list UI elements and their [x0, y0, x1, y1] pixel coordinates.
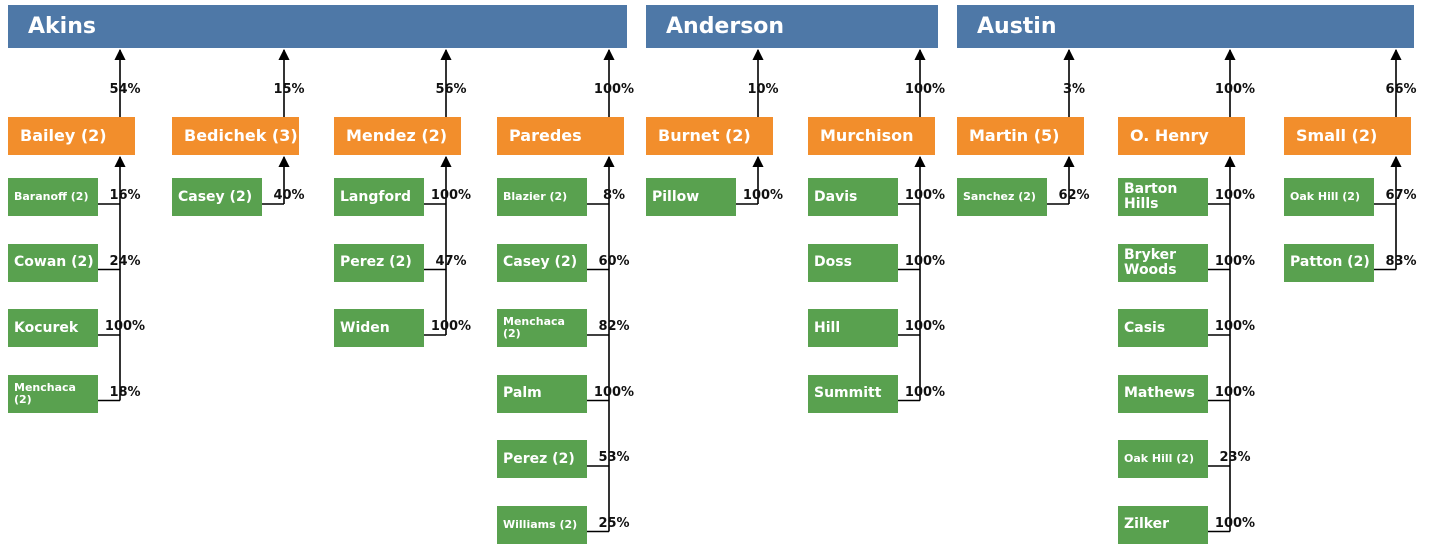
elementary-percent: 100%: [904, 319, 946, 334]
elementary-school: Casey (2): [497, 243, 587, 282]
middle-school-percent: 54%: [109, 82, 141, 97]
elementary-percent: 100%: [904, 253, 946, 269]
elementary-school: Menchaca (2): [497, 309, 587, 347]
elementary-school: Doss: [808, 243, 898, 282]
elementary-percent: 40%: [273, 188, 305, 203]
elementary-percent: 47%: [435, 253, 467, 269]
elementary-percent: 100%: [1214, 384, 1256, 400]
elementary-percent: 100%: [430, 188, 472, 203]
middle-school-percent: 56%: [435, 82, 467, 97]
middle-school-percent: 100%: [904, 82, 946, 97]
middle-school-percent: 15%: [273, 82, 305, 97]
elementary-school: Mathews: [1118, 374, 1208, 413]
elementary-school: Perez (2): [497, 440, 587, 478]
elementary-school: Blazier (2): [497, 178, 587, 216]
elementary-school: Perez (2): [334, 243, 424, 282]
middle-school: Mendez (2): [334, 117, 461, 155]
elementary-school: Oak Hill (2): [1284, 178, 1374, 216]
middle-school: Murchison: [808, 117, 935, 155]
elementary-school: Widen: [334, 309, 424, 347]
elementary-school: Casey (2): [172, 178, 262, 216]
elementary-percent: 100%: [742, 188, 784, 203]
elementary-school: Davis: [808, 178, 898, 216]
elementary-school: Pillow: [646, 178, 736, 216]
middle-school: Small (2): [1284, 117, 1411, 155]
elementary-percent: 8%: [602, 188, 626, 203]
elementary-percent: 100%: [904, 188, 946, 203]
middle-school: Bedichek (3): [172, 117, 299, 155]
elementary-percent: 100%: [1214, 319, 1256, 334]
middle-school: O. Henry: [1118, 117, 1245, 155]
elementary-percent: 100%: [904, 384, 946, 400]
elementary-school: Kocurek: [8, 309, 98, 347]
elementary-school: Oak Hill (2): [1118, 440, 1208, 478]
middle-school: Burnet (2): [646, 117, 773, 155]
high-school: Austin: [957, 5, 1414, 48]
elementary-percent: 62%: [1058, 188, 1090, 203]
elementary-school: Patton (2): [1284, 243, 1374, 282]
elementary-percent: 18%: [109, 384, 141, 400]
middle-school: Bailey (2): [8, 117, 135, 155]
elementary-percent: 100%: [104, 319, 146, 334]
middle-school-percent: 10%: [747, 82, 779, 97]
elementary-school: Williams (2): [497, 505, 587, 544]
elementary-percent: 23%: [1219, 450, 1251, 465]
elementary-percent: 82%: [598, 319, 630, 334]
middle-school-percent: 66%: [1385, 82, 1417, 97]
elementary-percent: 25%: [598, 515, 630, 531]
elementary-school: Summitt: [808, 374, 898, 413]
elementary-school: Casis: [1118, 309, 1208, 347]
middle-school-percent: 100%: [593, 82, 635, 97]
elementary-percent: 24%: [109, 253, 141, 269]
middle-school: Martin (5): [957, 117, 1084, 155]
elementary-school: Langford: [334, 178, 424, 216]
elementary-percent: 100%: [593, 384, 635, 400]
elementary-percent: 100%: [1214, 188, 1256, 203]
high-school: Akins: [8, 5, 627, 48]
elementary-percent: 83%: [1385, 253, 1417, 269]
elementary-percent: 16%: [109, 188, 141, 203]
elementary-school: Cowan (2): [8, 243, 98, 282]
elementary-percent: 100%: [430, 319, 472, 334]
middle-school-percent: 100%: [1214, 82, 1256, 97]
high-school: Anderson: [646, 5, 938, 48]
elementary-percent: 67%: [1385, 188, 1417, 203]
elementary-school: Menchaca (2): [8, 374, 98, 413]
middle-school-percent: 3%: [1062, 82, 1086, 97]
elementary-percent: 100%: [1214, 515, 1256, 531]
elementary-school: Sanchez (2): [957, 178, 1047, 216]
middle-school: Paredes: [497, 117, 624, 155]
elementary-percent: 100%: [1214, 253, 1256, 269]
elementary-school: Barton Hills: [1118, 178, 1208, 216]
elementary-school: Baranoff (2): [8, 178, 98, 216]
elementary-school: Zilker: [1118, 505, 1208, 544]
elementary-percent: 53%: [598, 450, 630, 465]
elementary-school: Bryker Woods: [1118, 243, 1208, 282]
elementary-school: Hill: [808, 309, 898, 347]
elementary-school: Palm: [497, 374, 587, 413]
elementary-percent: 60%: [598, 253, 630, 269]
